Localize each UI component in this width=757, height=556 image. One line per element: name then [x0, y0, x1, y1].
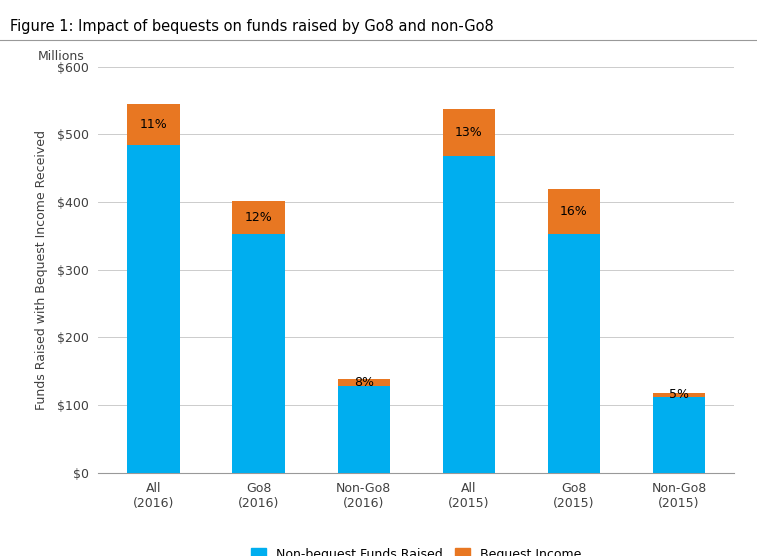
Bar [443, 156, 495, 473]
Text: 16%: 16% [560, 205, 588, 219]
Y-axis label: Funds Raised with Bequest Income Received: Funds Raised with Bequest Income Receive… [36, 130, 48, 410]
Bar [443, 108, 495, 156]
Text: Figure 1: Impact of bequests on funds raised by Go8 and non-Go8: Figure 1: Impact of bequests on funds ra… [10, 19, 494, 34]
Bar [338, 386, 390, 473]
Bar [548, 235, 600, 473]
Bar [338, 379, 390, 386]
Bar [127, 104, 180, 145]
Bar [232, 234, 285, 473]
Text: Millions: Millions [38, 49, 85, 63]
Bar [653, 397, 706, 473]
Text: 11%: 11% [140, 118, 167, 131]
Text: 13%: 13% [455, 126, 483, 139]
Text: 8%: 8% [354, 376, 374, 389]
Bar [127, 145, 180, 473]
Text: 5%: 5% [669, 388, 689, 401]
Bar [548, 189, 600, 235]
Text: 12%: 12% [245, 211, 273, 224]
Bar [653, 393, 706, 397]
Bar [232, 201, 285, 234]
Legend: Non-bequest Funds Raised, Bequest Income: Non-bequest Funds Raised, Bequest Income [251, 548, 581, 556]
